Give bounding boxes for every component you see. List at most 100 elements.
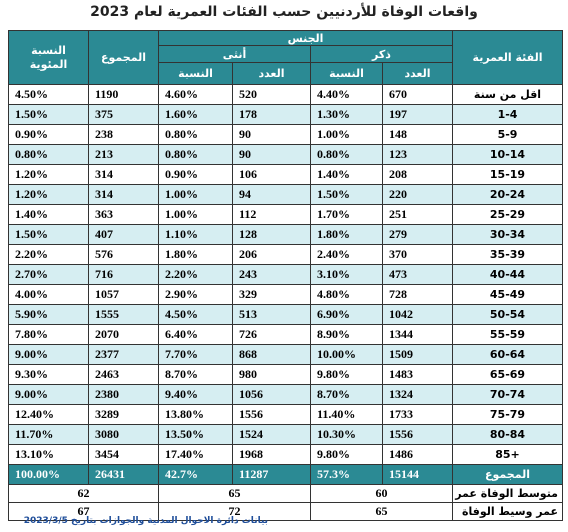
age-cell: 30-34: [452, 224, 563, 245]
table-row: 30-34 279 1.80% 128 1.10% 407 1.50%: [8, 224, 563, 245]
table-row: 85+ 1486 9.80% 1968 17.40% 3454 13.10%: [8, 444, 563, 465]
value-cell: 1324: [382, 384, 453, 405]
value-cell: 13.80%: [158, 404, 233, 425]
value-cell: 26431: [88, 464, 159, 485]
value-cell: 13.50%: [158, 424, 233, 445]
value-cell: 2380: [88, 384, 159, 405]
value-cell: 0.90%: [8, 124, 89, 145]
value-cell: 728: [382, 284, 453, 305]
age-label: 25-29: [489, 208, 526, 221]
age-cell: 35-39: [452, 244, 563, 265]
value-cell: 868: [232, 344, 311, 365]
table-row: 20-24 220 1.50% 94 1.00% 314 1.20%: [8, 184, 563, 205]
value-cell: 1.20%: [8, 164, 89, 185]
age-label: اقل من سنة: [473, 88, 542, 101]
value-cell: 206: [232, 244, 311, 265]
value-cell: 9.40%: [158, 384, 233, 405]
header-cell: العدد: [232, 62, 311, 85]
age-label: 65-69: [489, 368, 526, 381]
value-cell: 4.50%: [158, 304, 233, 325]
value-cell: 329: [232, 284, 311, 305]
table-body: اقل من سنة 670 4.40% 520 4.60% 1190 4.50% 1-4 19…: [8, 84, 563, 521]
table-row: 15-19 208 1.40% 106 0.90% 314 1.20%: [8, 164, 563, 185]
age-cell: 70-74: [452, 384, 563, 405]
age-cell: 55-59: [452, 324, 563, 345]
value-cell: 1.80%: [310, 224, 383, 245]
age-label: 10-14: [489, 148, 526, 161]
value-cell: 4.80%: [310, 284, 383, 305]
value-cell: 13.10%: [8, 444, 89, 465]
value-cell: 1486: [382, 444, 453, 465]
table-row: 75-79 1733 11.40% 1556 13.80% 3289 12.40%: [8, 404, 563, 425]
value-cell: 2070: [88, 324, 159, 345]
value-cell: 15144: [382, 464, 453, 485]
value-cell: 9.80%: [310, 444, 383, 465]
value-cell: 1733: [382, 404, 453, 425]
value-cell: 178: [232, 104, 311, 125]
age-label: 60-64: [489, 348, 526, 361]
table-row: 55-59 1344 8.90% 726 6.40% 2070 7.80%: [8, 324, 563, 345]
value-cell: 1.20%: [8, 184, 89, 205]
value-cell: 1.70%: [310, 204, 383, 225]
summary-row: متوسط الوفاة عمر 60 65 62: [8, 484, 563, 503]
value-cell: 7.70%: [158, 344, 233, 365]
value-cell: 1057: [88, 284, 159, 305]
value-cell: 123: [382, 144, 453, 165]
value-cell: 1042: [382, 304, 453, 325]
value-cell: 1.00%: [158, 204, 233, 225]
value-cell: 2377: [88, 344, 159, 365]
summary-label: متوسط الوفاة عمر: [452, 484, 563, 503]
value-cell: 1509: [382, 344, 453, 365]
value-cell: 1.00%: [310, 124, 383, 145]
table-row: 35-39 370 2.40% 206 1.80% 576 2.20%: [8, 244, 563, 265]
value-cell: 0.80%: [310, 144, 383, 165]
value-cell: 9.30%: [8, 364, 89, 385]
value-cell: 90: [232, 124, 311, 145]
age-cell: 20-24: [452, 184, 563, 205]
age-label: 70-74: [489, 388, 526, 401]
value-cell: 220: [382, 184, 453, 205]
age-label: 50-54: [489, 308, 526, 321]
header-cell: الفئة العمرية: [452, 30, 563, 85]
value-cell: 1190: [88, 84, 159, 105]
table-row: المجموع 15144 57.3% 11287 42.7% 26431 100.00%: [8, 464, 563, 485]
value-cell: 1524: [232, 424, 311, 445]
value-cell: 6.40%: [158, 324, 233, 345]
value-cell: 17.40%: [158, 444, 233, 465]
value-cell: 90: [232, 144, 311, 165]
header-cell: ذكر: [310, 45, 453, 63]
value-cell: 11.40%: [310, 404, 383, 425]
value-cell: 473: [382, 264, 453, 285]
value-cell: 94: [232, 184, 311, 205]
value-cell: 513: [232, 304, 311, 325]
value-cell: 6.90%: [310, 304, 383, 325]
value-cell: 251: [382, 204, 453, 225]
value-cell: 363: [88, 204, 159, 225]
value-cell: 0.80%: [158, 124, 233, 145]
value-cell: 148: [382, 124, 453, 145]
value-cell: 9.00%: [8, 344, 89, 365]
age-label: 1-4: [497, 108, 518, 121]
summary-value: 67: [8, 502, 159, 521]
value-cell: 2.70%: [8, 264, 89, 285]
value-cell: 1968: [232, 444, 311, 465]
table-row: اقل من سنة 670 4.40% 520 4.60% 1190 4.50%: [8, 84, 563, 105]
value-cell: 8.90%: [310, 324, 383, 345]
age-label: 20-24: [489, 188, 526, 201]
value-cell: 12.40%: [8, 404, 89, 425]
value-cell: 213: [88, 144, 159, 165]
table-row: 50-54 1042 6.90% 513 4.50% 1555 5.90%: [8, 304, 563, 325]
value-cell: 5.90%: [8, 304, 89, 325]
value-cell: 2.20%: [8, 244, 89, 265]
age-cell: 15-19: [452, 164, 563, 185]
value-cell: 11287: [232, 464, 311, 485]
value-cell: 279: [382, 224, 453, 245]
table-row: 45-49 728 4.80% 329 2.90% 1057 4.00%: [8, 284, 563, 305]
age-cell: 80-84: [452, 424, 563, 445]
value-cell: 3454: [88, 444, 159, 465]
footer-note: بيانات دائرة الاحوال المدنية والجوازات ب…: [23, 516, 268, 526]
age-label: 35-39: [489, 248, 526, 261]
value-cell: 1.00%: [158, 184, 233, 205]
age-cell: 75-79: [452, 404, 563, 425]
